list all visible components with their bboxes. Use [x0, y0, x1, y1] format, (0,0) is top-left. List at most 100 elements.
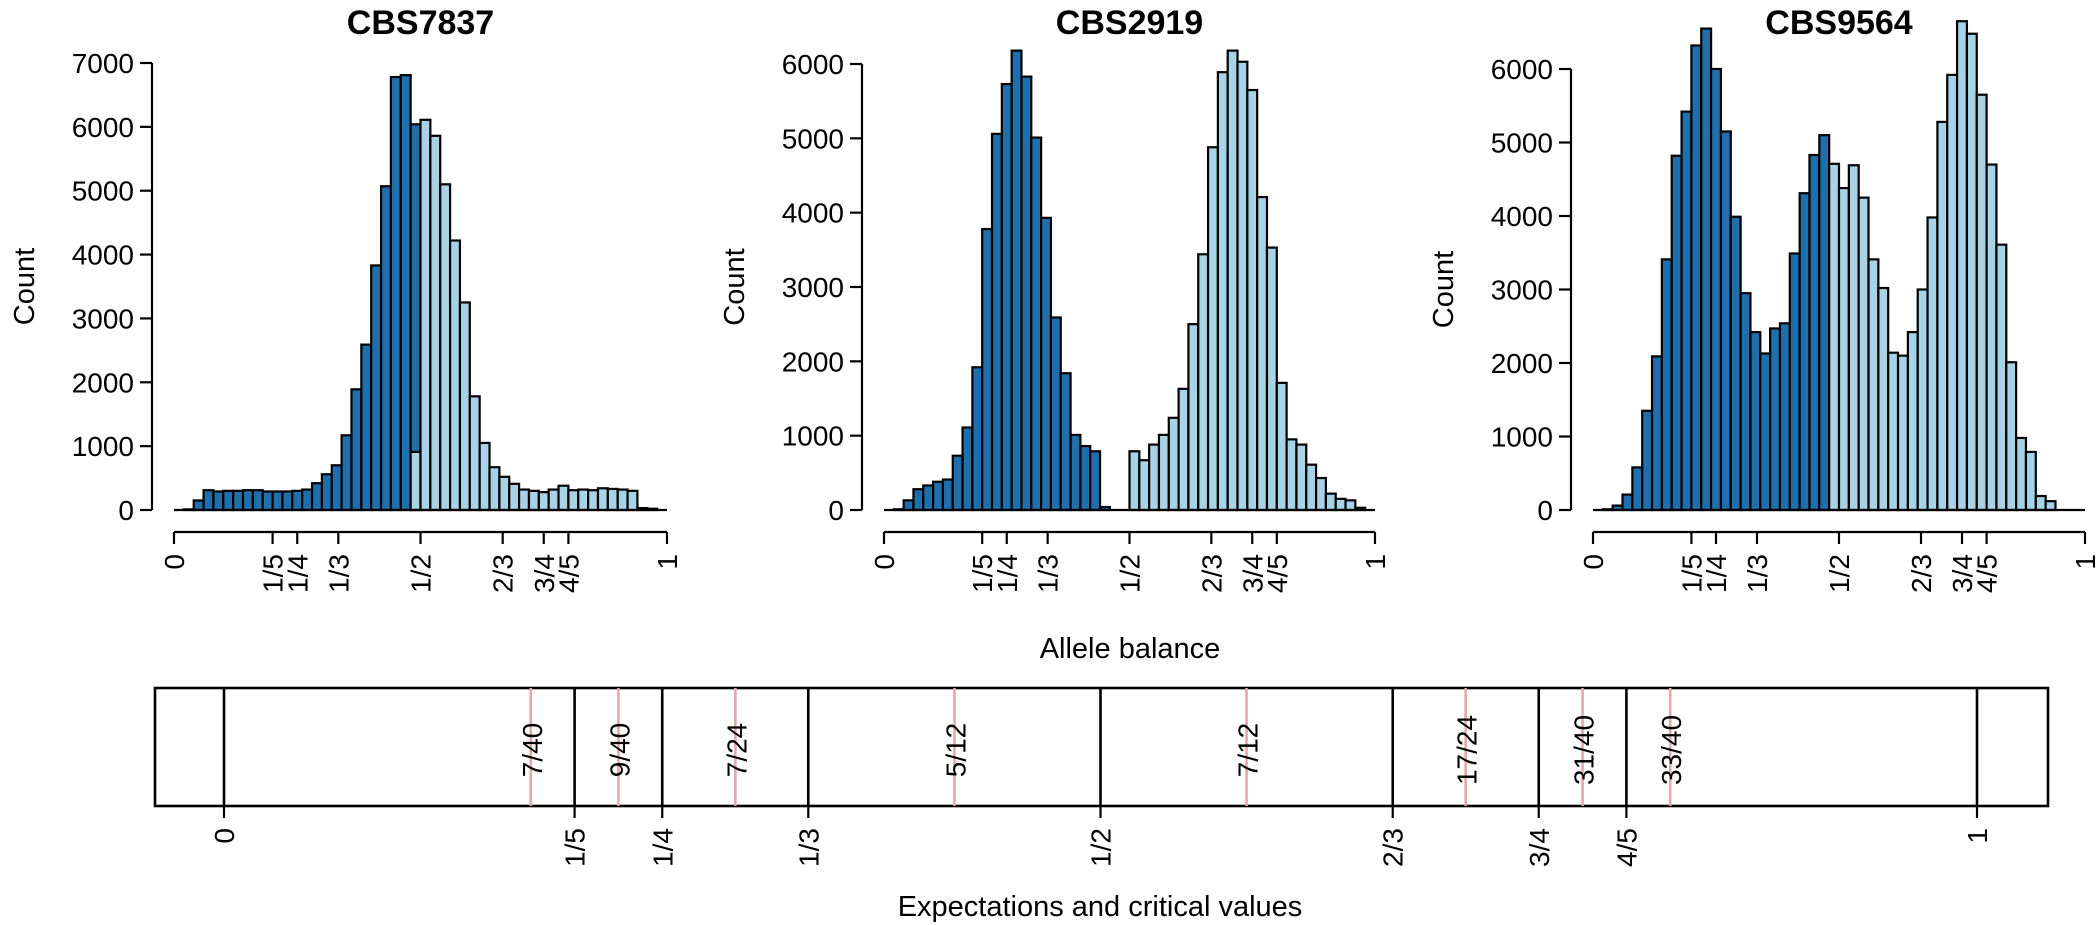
histogram-bar-dark: [931, 480, 945, 512]
histogram-bar-light: [1206, 146, 1219, 512]
histogram-bar-dark: [912, 488, 925, 512]
x-tick-label: 0: [869, 554, 900, 570]
expectation-label: 2/3: [1378, 828, 1409, 867]
histogram-bar-light: [448, 239, 462, 512]
histogram-bar-light: [1857, 196, 1870, 512]
histogram-bar-dark: [251, 489, 264, 512]
histogram-bar-dark: [1788, 252, 1801, 512]
y-tick-label: 2000: [782, 346, 844, 377]
histogram-bar-dark: [1020, 75, 1033, 512]
histogram-bar-light: [1265, 246, 1278, 512]
histogram-bar-dark: [1680, 110, 1693, 512]
histogram-bar-light: [1177, 387, 1190, 512]
y-axis-label: Count: [1428, 251, 1460, 328]
histogram-bar-light: [517, 488, 531, 512]
histogram-bar-light: [1965, 32, 1978, 512]
histogram-bar-light: [458, 301, 471, 512]
critical-value-label: 17/24: [1452, 715, 1483, 785]
histogram-bar-light: [1324, 492, 1337, 512]
panel-title: CBS7837: [347, 4, 494, 42]
histogram-bar-dark: [961, 426, 974, 512]
histogram-bar-dark: [1700, 27, 1713, 512]
histogram-bar-light: [1916, 288, 1929, 512]
histogram-bar-dark: [1631, 466, 1644, 512]
histogram-bar-light: [1187, 323, 1200, 512]
histogram-bar-dark: [212, 490, 225, 512]
critical-value-label: 9/40: [604, 723, 635, 778]
histogram-bar-light: [1995, 243, 2008, 512]
histogram-bar-dark: [399, 74, 412, 512]
x-tick-label: 4/5: [1262, 554, 1293, 593]
histogram-bar-light: [1867, 258, 1880, 512]
histogram-bar-light: [488, 466, 501, 512]
x-tick-label: 1/2: [406, 554, 437, 593]
histogram-bar-light: [1236, 60, 1249, 512]
histogram-bar-light: [1847, 164, 1860, 512]
histogram-bar-dark: [1641, 409, 1654, 512]
histogram-bar-light: [1334, 497, 1347, 512]
y-axis-label: Count: [719, 248, 751, 325]
histogram-bar-light: [1906, 331, 1919, 512]
histogram-bar-dark: [232, 489, 245, 512]
expectation-label: 4/5: [1611, 828, 1642, 867]
y-tick-label: 1000: [782, 421, 844, 452]
expectation-label: 1/4: [647, 828, 678, 867]
histogram-bar-dark: [261, 490, 274, 512]
histogram-bar-dark: [1709, 67, 1723, 512]
y-tick-label: 3000: [782, 272, 844, 303]
histogram-bar-dark: [192, 499, 205, 512]
y-tick-label: 0: [1537, 495, 1553, 526]
histogram-bar-dark: [241, 489, 254, 512]
panel-title: CBS2919: [1056, 4, 1203, 42]
histogram-bar-light: [1344, 499, 1357, 512]
x-tick-label: 1/4: [992, 554, 1023, 593]
histogram-bar-dark: [1798, 192, 1811, 512]
histogram-bar-dark: [1089, 450, 1102, 512]
y-tick-label: 4000: [1491, 201, 1553, 232]
x-tick-label: 1/4: [1701, 554, 1732, 593]
histogram-bar-light: [1837, 186, 1850, 512]
histogram-bar-dark: [1010, 49, 1023, 512]
histogram-bar-light: [547, 488, 560, 512]
histogram-bar-dark: [1650, 355, 1663, 512]
x-tick-label: 3/4: [529, 554, 560, 593]
histogram-bar-dark: [1739, 292, 1752, 512]
histogram-bar-dark: [301, 488, 314, 512]
y-tick-label: 4000: [72, 240, 134, 271]
histogram-bar-dark: [1719, 130, 1732, 512]
histogram-bar-dark: [922, 484, 935, 512]
x-tick-label: 1/4: [282, 554, 313, 593]
x-tick-label: 1/5: [1676, 554, 1707, 593]
histogram-bar-light: [1285, 438, 1298, 512]
y-tick-label: 5000: [1491, 128, 1553, 159]
x-tick-label: 1/3: [1033, 554, 1064, 593]
histogram-bar-dark: [941, 478, 954, 512]
expectation-label: 1/5: [560, 828, 591, 867]
x-tick-label: 2/3: [1906, 554, 1937, 593]
histogram-bar-light: [1936, 120, 1949, 512]
histogram-bar-dark: [340, 434, 353, 512]
histogram-bar-light: [1275, 381, 1288, 512]
x-tick-label: 0: [159, 554, 190, 570]
y-tick-label: 5000: [72, 176, 134, 207]
histogram-bar-light: [2024, 450, 2037, 512]
histogram-bar-dark: [1670, 154, 1683, 512]
histogram-bar-dark: [350, 388, 363, 512]
histogram-bar-dark: [320, 473, 333, 512]
histogram-bar-light: [1985, 163, 1998, 512]
histogram-bar-dark: [981, 227, 994, 512]
histogram-bar-light: [1926, 216, 1939, 512]
histogram-bar-dark: [1759, 352, 1772, 512]
histogram-bar-light: [1314, 476, 1327, 512]
histogram-bar-light: [616, 488, 629, 512]
shared-x-axis-label: Allele balance: [1040, 633, 1221, 665]
histogram-bar-dark: [389, 75, 402, 512]
histogram-bar-light: [1305, 463, 1318, 512]
histogram-bar-dark: [1729, 215, 1742, 512]
x-tick-label: 4/5: [1972, 554, 2003, 593]
x-tick-label: 3/4: [1947, 554, 1978, 593]
histogram-bar-dark: [1079, 444, 1092, 512]
x-tick-label: 3/4: [1237, 554, 1268, 593]
